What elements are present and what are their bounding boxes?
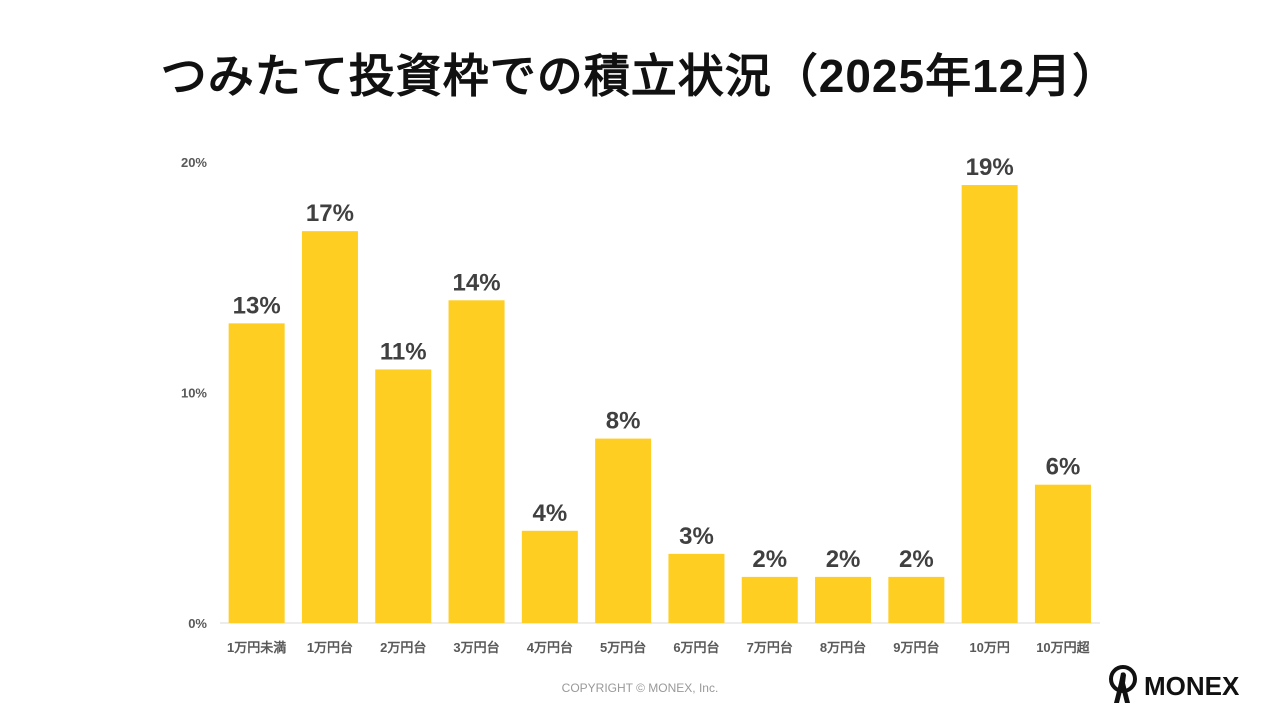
bar xyxy=(375,369,432,623)
data-label: 2% xyxy=(826,546,861,573)
data-label: 11% xyxy=(380,338,427,365)
x-tick-label: 1万円未満 xyxy=(227,640,286,655)
data-label: 17% xyxy=(306,200,354,227)
x-tick-label: 4万円台 xyxy=(527,640,573,655)
bar xyxy=(888,576,945,623)
x-tick-label: 6万円台 xyxy=(673,640,719,655)
bar xyxy=(448,300,505,623)
data-label: 4% xyxy=(533,500,568,527)
chart-title: つみたて投資枠での積立状況（2025年12月） xyxy=(160,50,1120,102)
bar xyxy=(815,576,872,623)
bar xyxy=(961,185,1018,624)
bar xyxy=(228,323,285,623)
bar xyxy=(521,530,578,623)
x-tick-label: 5万円台 xyxy=(600,640,646,655)
data-label: 2% xyxy=(899,546,934,573)
monex-logo-icon xyxy=(1109,665,1137,703)
monex-logo: MONEX xyxy=(1108,665,1239,707)
y-tick-label: 20% xyxy=(181,155,207,170)
copyright: COPYRIGHT © MONEX, Inc. xyxy=(561,681,719,695)
data-label: 3% xyxy=(679,523,714,550)
bar xyxy=(668,553,725,623)
data-label: 6% xyxy=(1046,454,1081,481)
x-tick-label: 2万円台 xyxy=(380,640,426,655)
bar xyxy=(595,438,652,623)
bar xyxy=(741,576,798,623)
bar xyxy=(301,231,358,623)
bar xyxy=(1034,484,1091,623)
data-label: 14% xyxy=(453,269,501,296)
x-tick-label: 7万円台 xyxy=(747,640,793,655)
x-tick-label: 10万円超 xyxy=(1036,640,1090,655)
data-label: 13% xyxy=(233,292,281,319)
x-tick-label: 3万円台 xyxy=(453,640,499,655)
x-tick-label: 1万円台 xyxy=(307,640,353,655)
x-tick-label: 9万円台 xyxy=(893,640,939,655)
x-tick-label: 8万円台 xyxy=(820,640,866,655)
data-label: 2% xyxy=(752,546,787,573)
x-tick-label: 10万円 xyxy=(969,640,1009,655)
data-label: 19% xyxy=(966,154,1014,181)
data-label: 8% xyxy=(606,408,641,435)
y-tick-label: 0% xyxy=(188,616,207,631)
y-tick-label: 10% xyxy=(181,386,207,401)
